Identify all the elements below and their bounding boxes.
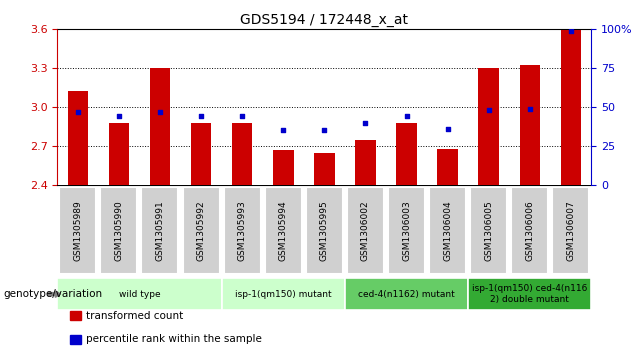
FancyBboxPatch shape — [57, 278, 221, 310]
Point — [278, 127, 288, 133]
Point — [483, 107, 494, 113]
Bar — [191, 123, 211, 185]
FancyBboxPatch shape — [265, 187, 301, 274]
FancyBboxPatch shape — [468, 278, 591, 310]
Bar — [478, 68, 499, 185]
FancyBboxPatch shape — [553, 187, 590, 274]
Text: wild type: wild type — [119, 290, 160, 298]
Bar — [314, 152, 335, 185]
FancyBboxPatch shape — [388, 187, 425, 274]
Point — [401, 114, 411, 119]
Text: GSM1306006: GSM1306006 — [525, 200, 534, 261]
Text: GSM1306004: GSM1306004 — [443, 200, 452, 261]
FancyBboxPatch shape — [183, 187, 219, 274]
Text: isp-1(qm150) ced-4(n116
2) double mutant: isp-1(qm150) ced-4(n116 2) double mutant — [472, 284, 588, 304]
Point — [114, 114, 124, 119]
Point — [73, 109, 83, 115]
Text: GSM1306003: GSM1306003 — [402, 200, 411, 261]
Text: isp-1(qm150) mutant: isp-1(qm150) mutant — [235, 290, 331, 298]
Bar — [520, 65, 540, 185]
Bar — [438, 149, 458, 185]
Text: GSM1305995: GSM1305995 — [320, 200, 329, 261]
Text: GSM1306005: GSM1306005 — [484, 200, 494, 261]
FancyBboxPatch shape — [224, 187, 261, 274]
Bar — [273, 150, 294, 185]
FancyBboxPatch shape — [511, 187, 548, 274]
Point — [155, 109, 165, 115]
Bar — [355, 140, 376, 185]
FancyBboxPatch shape — [429, 187, 466, 274]
Point — [566, 28, 576, 33]
Point — [443, 126, 453, 132]
FancyBboxPatch shape — [141, 187, 179, 274]
Text: ced-4(n1162) mutant: ced-4(n1162) mutant — [358, 290, 455, 298]
Point — [196, 114, 206, 119]
Text: GSM1305992: GSM1305992 — [197, 200, 205, 261]
Text: GSM1306002: GSM1306002 — [361, 200, 370, 261]
Text: transformed count: transformed count — [86, 311, 183, 321]
Text: GSM1305989: GSM1305989 — [73, 200, 82, 261]
FancyBboxPatch shape — [100, 187, 137, 274]
Bar — [109, 123, 129, 185]
Point — [319, 127, 329, 133]
Text: GSM1305990: GSM1305990 — [114, 200, 123, 261]
Bar — [232, 123, 252, 185]
Point — [525, 106, 535, 111]
Point — [361, 120, 371, 126]
Title: GDS5194 / 172448_x_at: GDS5194 / 172448_x_at — [240, 13, 408, 26]
Text: GSM1305994: GSM1305994 — [279, 200, 287, 261]
Bar — [396, 123, 417, 185]
Text: GSM1306007: GSM1306007 — [567, 200, 576, 261]
Point — [237, 114, 247, 119]
FancyBboxPatch shape — [345, 278, 468, 310]
FancyBboxPatch shape — [347, 187, 384, 274]
Text: percentile rank within the sample: percentile rank within the sample — [86, 334, 262, 344]
FancyBboxPatch shape — [221, 278, 345, 310]
Text: genotype/variation: genotype/variation — [3, 289, 102, 299]
Text: GSM1305993: GSM1305993 — [238, 200, 247, 261]
Bar — [561, 30, 581, 185]
FancyBboxPatch shape — [470, 187, 508, 274]
FancyBboxPatch shape — [306, 187, 343, 274]
FancyBboxPatch shape — [59, 187, 96, 274]
Bar — [149, 68, 170, 185]
Bar — [67, 91, 88, 185]
Text: GSM1305991: GSM1305991 — [155, 200, 165, 261]
